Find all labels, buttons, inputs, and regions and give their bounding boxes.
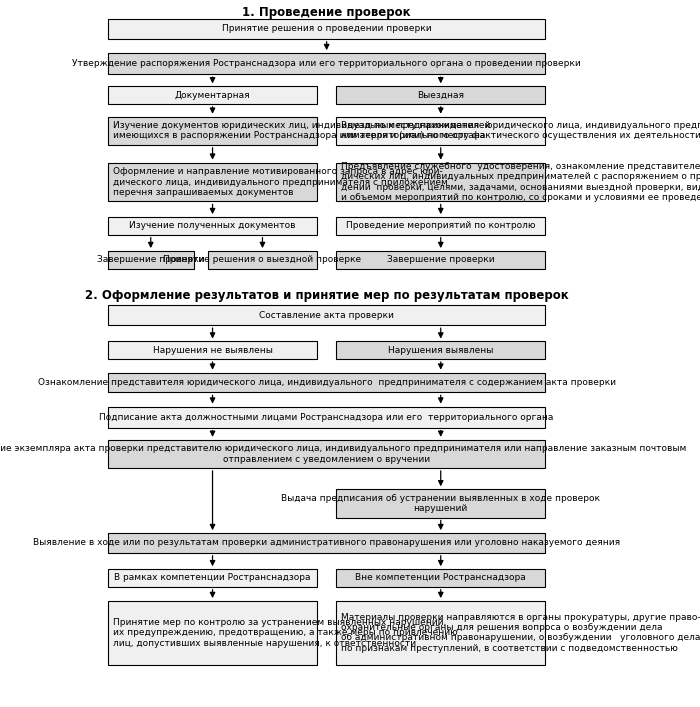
- FancyBboxPatch shape: [108, 251, 193, 269]
- FancyBboxPatch shape: [108, 533, 545, 553]
- FancyBboxPatch shape: [336, 251, 545, 269]
- Text: Выезд по месту нахождения  юридического лица, индивидуального предпри-
нимателя : Выезд по месту нахождения юридического л…: [341, 121, 700, 141]
- Text: Завершение проверки: Завершение проверки: [387, 255, 495, 264]
- Text: Составление акта проверки: Составление акта проверки: [259, 311, 394, 320]
- FancyBboxPatch shape: [336, 569, 545, 587]
- FancyBboxPatch shape: [108, 407, 545, 428]
- Text: Утверждение распоряжения Ространснадзора или его территориального органа о прове: Утверждение распоряжения Ространснадзора…: [72, 59, 581, 68]
- Text: Предъявление служебного  удостоверения, ознакомление представителей юри-
дически: Предъявление служебного удостоверения, о…: [341, 162, 700, 202]
- Text: Документарная: Документарная: [175, 90, 251, 100]
- FancyBboxPatch shape: [108, 569, 317, 587]
- Text: Подписание акта должностными лицами Ространснадзора или его  территориального ор: Подписание акта должностными лицами Рост…: [99, 413, 554, 421]
- Text: В рамках компетенции Ространснадзора: В рамках компетенции Ространснадзора: [114, 573, 311, 583]
- FancyBboxPatch shape: [108, 341, 317, 359]
- FancyBboxPatch shape: [208, 251, 317, 269]
- FancyBboxPatch shape: [108, 163, 317, 201]
- FancyBboxPatch shape: [336, 117, 545, 145]
- Text: Изучение документов юридических лиц, индивидуальных предпринимателей
имеющихся в: Изучение документов юридических лиц, инд…: [113, 121, 490, 141]
- FancyBboxPatch shape: [336, 86, 545, 104]
- Text: Ознакомление представителя юридического лица, индивидуального  предпринимателя с: Ознакомление представителя юридического …: [38, 378, 615, 387]
- Text: Завершение проверки: Завершение проверки: [97, 255, 204, 264]
- Text: Выездная: Выездная: [417, 90, 464, 100]
- FancyBboxPatch shape: [336, 341, 545, 359]
- Text: Принятие решения о проведении проверки: Принятие решения о проведении проверки: [222, 25, 431, 33]
- FancyBboxPatch shape: [108, 19, 545, 39]
- FancyBboxPatch shape: [336, 163, 545, 201]
- Text: Выявление в ходе или по результатам проверки административного правонарушения ил: Выявление в ходе или по результатам пров…: [33, 539, 620, 547]
- Text: Оформление и направление мотивированного запроса в адрес юри-
дического лица, ин: Оформление и направление мотивированного…: [113, 167, 447, 197]
- Text: Материалы проверки направляются в органы прокуратуры, другие право-
охранительны: Материалы проверки направляются в органы…: [341, 613, 700, 653]
- FancyBboxPatch shape: [336, 217, 545, 235]
- FancyBboxPatch shape: [336, 489, 545, 518]
- FancyBboxPatch shape: [108, 373, 545, 392]
- FancyBboxPatch shape: [336, 601, 545, 665]
- FancyBboxPatch shape: [108, 53, 545, 74]
- FancyBboxPatch shape: [108, 117, 317, 145]
- Text: Принятие мер по контролю за устранением выявленных нарушений,
их предупреждению,: Принятие мер по контролю за устранением …: [113, 618, 458, 648]
- FancyBboxPatch shape: [108, 86, 317, 104]
- Text: 1. Проведение проверок: 1. Проведение проверок: [242, 6, 411, 19]
- FancyBboxPatch shape: [108, 601, 317, 665]
- Text: Нарушения не выявлены: Нарушения не выявлены: [153, 346, 272, 355]
- Text: Изучение полученных документов: Изучение полученных документов: [130, 221, 296, 230]
- Text: Принятие решения о выездной проверке: Принятие решения о выездной проверке: [163, 255, 361, 264]
- FancyBboxPatch shape: [108, 440, 545, 468]
- Text: Вне компетенции Ространснадзора: Вне компетенции Ространснадзора: [356, 573, 526, 583]
- Text: Нарушения выявлены: Нарушения выявлены: [388, 346, 493, 355]
- Text: Вручение экземпляра акта проверки представителю юридического лица, индивидуально: Вручение экземпляра акта проверки предст…: [0, 444, 687, 464]
- FancyBboxPatch shape: [108, 305, 545, 325]
- Text: Проведение мероприятий по контролю: Проведение мероприятий по контролю: [346, 221, 536, 230]
- FancyBboxPatch shape: [108, 217, 317, 235]
- Text: Выдача предписания об устранении выявленных в ходе проверок
нарушений: Выдача предписания об устранении выявлен…: [281, 493, 600, 513]
- Text: 2. Оформление результатов и принятие мер по результатам проверок: 2. Оформление результатов и принятие мер…: [85, 289, 568, 302]
